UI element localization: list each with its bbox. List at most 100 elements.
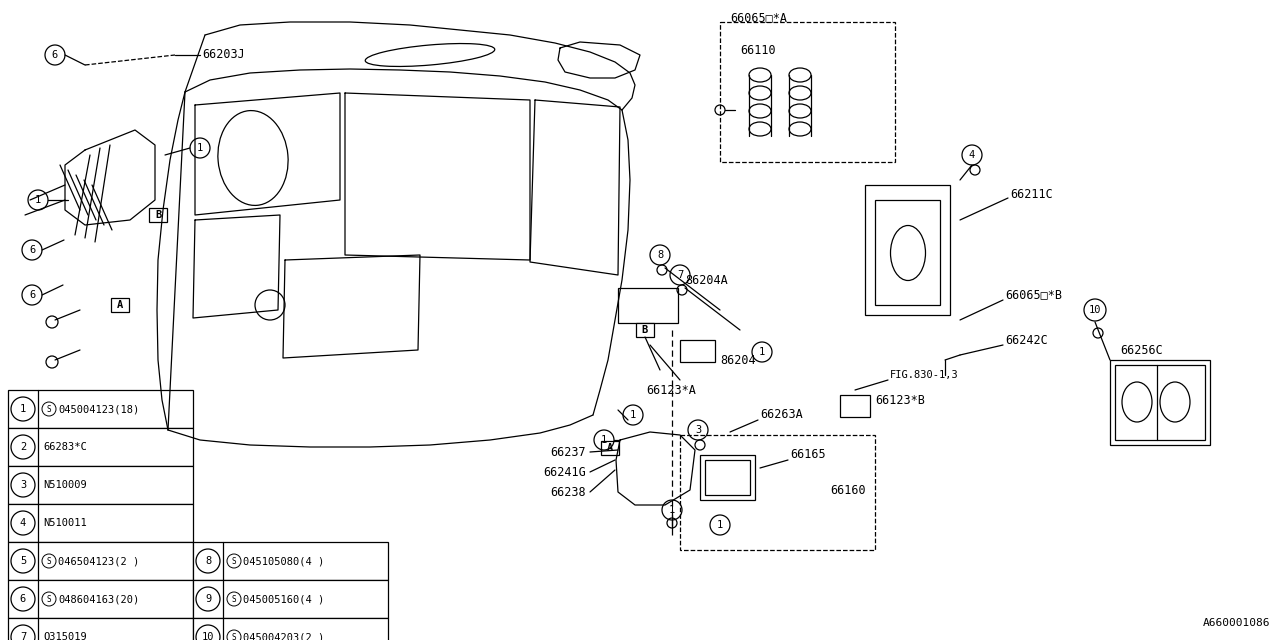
Bar — [840, 395, 870, 417]
Text: S: S — [232, 557, 237, 566]
Text: 66203J: 66203J — [202, 49, 244, 61]
Text: A660001086: A660001086 — [1202, 618, 1270, 628]
Text: 9: 9 — [205, 594, 211, 604]
Bar — [700, 455, 755, 500]
Text: 045004123(18): 045004123(18) — [58, 404, 140, 414]
Text: A: A — [607, 443, 613, 453]
Text: 66241G: 66241G — [543, 465, 586, 479]
Bar — [8, 390, 193, 428]
Text: 045004203(2 ): 045004203(2 ) — [243, 632, 324, 640]
Ellipse shape — [749, 86, 771, 100]
Text: 1: 1 — [20, 404, 26, 414]
Bar — [1115, 365, 1204, 440]
Text: 10: 10 — [1089, 305, 1101, 315]
Bar — [193, 542, 388, 580]
Text: S: S — [46, 595, 51, 604]
Text: S: S — [46, 404, 51, 413]
Bar — [8, 542, 193, 580]
Text: 66065□*A: 66065□*A — [730, 12, 787, 24]
Text: B: B — [641, 325, 648, 335]
Text: 1: 1 — [630, 410, 636, 420]
Text: 86204A: 86204A — [685, 273, 728, 287]
Text: 66263A: 66263A — [760, 408, 803, 422]
Text: 66237: 66237 — [550, 445, 586, 458]
Ellipse shape — [788, 86, 812, 100]
Text: 66165: 66165 — [790, 449, 826, 461]
Bar — [8, 618, 193, 640]
Ellipse shape — [365, 44, 495, 67]
Ellipse shape — [749, 68, 771, 82]
Bar — [705, 460, 750, 495]
Ellipse shape — [1123, 382, 1152, 422]
Text: 4: 4 — [20, 518, 26, 528]
Text: Q315019: Q315019 — [44, 632, 87, 640]
Bar — [636, 323, 654, 337]
Text: 6: 6 — [52, 50, 58, 60]
Text: 1: 1 — [669, 505, 675, 515]
Text: 66065□*B: 66065□*B — [1005, 289, 1062, 301]
Text: 7: 7 — [677, 270, 684, 280]
Ellipse shape — [891, 225, 925, 280]
Ellipse shape — [749, 122, 771, 136]
Bar — [680, 435, 876, 550]
Text: 048604163(20): 048604163(20) — [58, 594, 140, 604]
Bar — [618, 288, 678, 323]
Text: 3: 3 — [695, 425, 701, 435]
Text: 5: 5 — [20, 556, 26, 566]
Text: N510011: N510011 — [44, 518, 87, 528]
Bar — [876, 200, 940, 305]
Bar — [111, 298, 129, 312]
Text: 66110: 66110 — [740, 44, 776, 56]
Text: A: A — [116, 300, 123, 310]
Text: 045005160(4 ): 045005160(4 ) — [243, 594, 324, 604]
Text: 66283*C: 66283*C — [44, 442, 87, 452]
Text: S: S — [232, 632, 237, 640]
Bar — [680, 340, 716, 362]
Bar — [148, 208, 166, 222]
Ellipse shape — [218, 111, 288, 205]
Ellipse shape — [1160, 382, 1190, 422]
Text: 3: 3 — [20, 480, 26, 490]
Text: 1: 1 — [600, 435, 607, 445]
Text: 1: 1 — [717, 520, 723, 530]
Text: 66123*B: 66123*B — [876, 394, 925, 406]
Text: S: S — [46, 557, 51, 566]
Text: 6: 6 — [29, 245, 35, 255]
Bar — [8, 428, 193, 466]
Text: 66211C: 66211C — [1010, 189, 1052, 202]
Text: FIG.830-1,3: FIG.830-1,3 — [890, 370, 959, 380]
Ellipse shape — [788, 68, 812, 82]
Text: 6: 6 — [29, 290, 35, 300]
Text: 046504123(2 ): 046504123(2 ) — [58, 556, 140, 566]
Text: S: S — [232, 595, 237, 604]
Bar — [8, 466, 193, 504]
Text: B: B — [155, 210, 161, 220]
Bar — [602, 441, 620, 455]
Ellipse shape — [788, 122, 812, 136]
Text: 6: 6 — [20, 594, 26, 604]
Ellipse shape — [788, 104, 812, 118]
Bar — [193, 618, 388, 640]
Text: 86204: 86204 — [719, 353, 755, 367]
Text: 8: 8 — [657, 250, 663, 260]
Text: 10: 10 — [202, 632, 214, 640]
Bar — [1110, 360, 1210, 445]
Bar — [8, 504, 193, 542]
Text: 1: 1 — [35, 195, 41, 205]
Text: 8: 8 — [205, 556, 211, 566]
Bar — [719, 22, 895, 162]
Text: 66242C: 66242C — [1005, 333, 1048, 346]
Text: 66238: 66238 — [550, 486, 586, 499]
Text: 66160: 66160 — [829, 483, 865, 497]
Text: N510009: N510009 — [44, 480, 87, 490]
Text: 66256C: 66256C — [1120, 344, 1162, 356]
Text: 1: 1 — [197, 143, 204, 153]
Ellipse shape — [749, 104, 771, 118]
Bar — [193, 580, 388, 618]
Text: 045105080(4 ): 045105080(4 ) — [243, 556, 324, 566]
Text: 4: 4 — [969, 150, 975, 160]
Bar — [865, 185, 950, 315]
Text: 66123*A: 66123*A — [646, 383, 696, 397]
Bar — [8, 580, 193, 618]
Text: 1: 1 — [759, 347, 765, 357]
